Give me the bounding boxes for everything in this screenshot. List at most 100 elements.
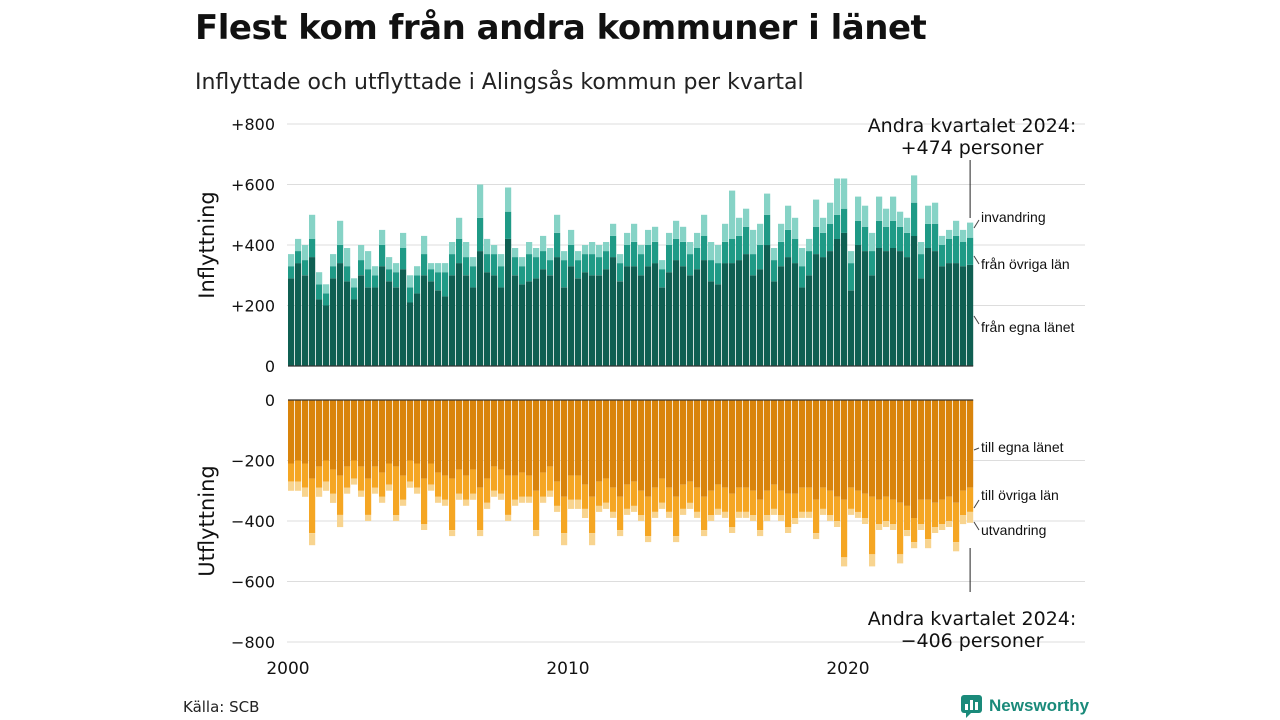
- bar-in-egna: [603, 269, 610, 366]
- bar-in-invandring: [358, 245, 365, 261]
- bar-in-ovriga: [806, 251, 813, 276]
- series-label: från övriga län: [981, 256, 1070, 272]
- bar-in-egna: [715, 284, 722, 366]
- bar-out-ovriga: [505, 475, 512, 515]
- bar-in-invandring: [484, 238, 491, 254]
- bar-in-invandring: [505, 187, 512, 212]
- bar-in-ovriga: [568, 245, 575, 267]
- bar-out-ovriga: [785, 493, 792, 528]
- bar-in-ovriga: [288, 266, 295, 279]
- bar-out-utvandring: [827, 515, 834, 521]
- bar-in-invandring: [876, 196, 883, 221]
- bar-out-egna: [323, 400, 330, 461]
- bar-out-egna: [911, 400, 918, 518]
- bar-in-egna: [827, 251, 834, 367]
- bar-in-ovriga: [855, 220, 862, 245]
- bar-in-egna: [939, 266, 946, 366]
- bar-in-egna: [645, 266, 652, 366]
- bar-out-ovriga: [631, 481, 638, 506]
- bar-in-invandring: [806, 238, 813, 251]
- bar-out-utvandring: [456, 493, 463, 500]
- series-label: invandring: [981, 209, 1046, 225]
- bar-in-egna: [526, 281, 533, 366]
- bar-in-egna: [813, 254, 820, 366]
- bar-in-ovriga: [449, 254, 456, 276]
- bar-out-utvandring: [834, 521, 841, 527]
- bar-in-invandring: [449, 242, 456, 255]
- bar-out-egna: [561, 400, 568, 497]
- bar-in-egna: [568, 266, 575, 366]
- bar-in-ovriga: [463, 257, 470, 276]
- bar-in-ovriga: [533, 257, 540, 279]
- bar-in-invandring: [561, 251, 568, 261]
- bar-out-egna: [918, 400, 925, 500]
- bar-in-ovriga: [351, 287, 358, 300]
- bar-in-invandring: [953, 220, 960, 236]
- y-tick-label: −400: [231, 512, 275, 531]
- bar-in-ovriga: [519, 266, 526, 285]
- bar-in-invandring: [771, 248, 778, 261]
- bar-out-egna: [953, 400, 960, 503]
- bar-out-utvandring: [484, 502, 491, 509]
- bar-out-utvandring: [351, 478, 358, 485]
- bar-out-egna: [778, 400, 785, 491]
- bar-in-egna: [309, 257, 316, 366]
- bar-out-utvandring: [911, 542, 918, 549]
- bar-in-invandring: [918, 242, 925, 255]
- y-tick-label: −800: [231, 633, 275, 652]
- bar-in-ovriga: [442, 272, 449, 297]
- bar-in-invandring: [589, 242, 596, 255]
- bar-in-invandring: [603, 242, 610, 252]
- bar-out-egna: [582, 400, 589, 485]
- bar-in-ovriga: [400, 248, 407, 270]
- bar-in-invandring: [344, 248, 351, 267]
- bar-in-egna: [918, 278, 925, 366]
- bar-in-egna: [862, 251, 869, 367]
- bar-in-invandring: [610, 223, 617, 236]
- y-tick-label: 0: [265, 391, 275, 410]
- bar-out-utvandring: [533, 530, 540, 537]
- bar-out-utvandring: [421, 524, 428, 530]
- bar-out-egna: [547, 400, 554, 467]
- bar-in-egna: [351, 299, 358, 366]
- bar-in-egna: [337, 263, 344, 366]
- bar-in-egna: [834, 238, 841, 366]
- bar-in-egna: [575, 278, 582, 366]
- bar-out-ovriga: [834, 496, 841, 521]
- bar-out-utvandring: [904, 530, 911, 537]
- bar-out-utvandring: [960, 515, 967, 525]
- bar-in-ovriga: [407, 287, 414, 303]
- bar-out-egna: [764, 400, 771, 491]
- bar-out-ovriga: [645, 496, 652, 537]
- bar-out-utvandring: [764, 515, 771, 521]
- bar-out-ovriga: [288, 463, 295, 482]
- bar-in-egna: [358, 275, 365, 367]
- bar-in-invandring: [680, 226, 687, 242]
- bar-in-egna: [407, 302, 414, 366]
- bar-out-utvandring: [813, 533, 820, 540]
- bar-out-egna: [729, 400, 736, 494]
- bar-in-egna: [967, 265, 974, 366]
- bar-out-egna: [631, 400, 638, 482]
- bar-out-egna: [666, 400, 673, 488]
- bar-out-ovriga: [708, 490, 715, 515]
- bar-out-utvandring: [953, 542, 960, 552]
- bar-in-invandring: [701, 214, 708, 236]
- bar-out-egna: [554, 400, 561, 482]
- bar-out-egna: [295, 400, 302, 461]
- bar-out-ovriga: [484, 478, 491, 503]
- bar-out-utvandring: [778, 515, 785, 521]
- bar-in-ovriga: [869, 251, 876, 276]
- bar-in-egna: [666, 272, 673, 366]
- bar-in-invandring: [932, 202, 939, 224]
- bar-out-ovriga: [953, 502, 960, 543]
- bar-out-egna: [652, 400, 659, 488]
- bar-in-egna: [484, 272, 491, 366]
- bar-in-egna: [323, 305, 330, 366]
- bar-in-invandring: [295, 238, 302, 251]
- bar-in-ovriga: [911, 202, 918, 236]
- bar-out-ovriga: [771, 484, 778, 509]
- brand-logo[interactable]: Newsworthy: [960, 694, 1089, 718]
- bar-in-invandring: [624, 232, 631, 245]
- bar-in-egna: [582, 272, 589, 366]
